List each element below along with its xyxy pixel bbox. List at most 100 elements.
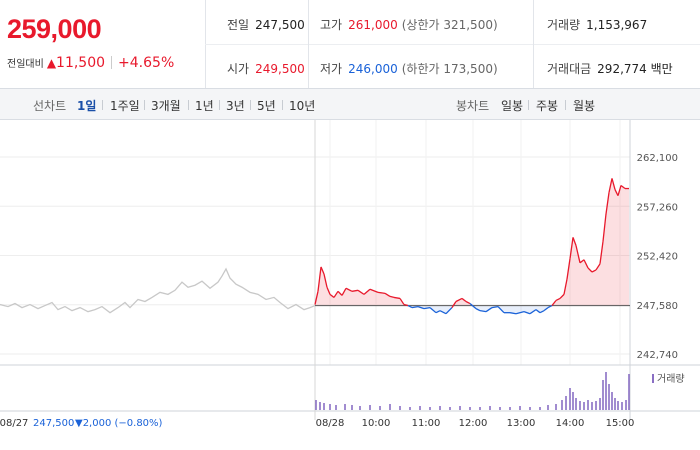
volume-bar bbox=[335, 405, 337, 410]
volume-panel: 거래량 bbox=[315, 372, 685, 410]
series-today-segment bbox=[363, 288, 371, 295]
tab-1day[interactable]: 1일 bbox=[77, 99, 97, 113]
series-today-segment bbox=[479, 310, 487, 313]
series-today-segment bbox=[345, 287, 353, 292]
divider bbox=[250, 100, 251, 110]
series-today-segment bbox=[547, 304, 553, 309]
change-amount: 11,500 bbox=[56, 55, 106, 71]
tab-5year[interactable]: 5년 bbox=[257, 99, 276, 113]
volume-bar bbox=[409, 407, 411, 410]
tab-daily-candle[interactable]: 일봉 bbox=[501, 99, 524, 113]
tab-10year[interactable]: 10년 bbox=[289, 99, 316, 113]
volume-bar bbox=[587, 400, 589, 410]
series-today-segment bbox=[451, 301, 457, 308]
series-today-segment bbox=[469, 303, 477, 310]
series-today-segment bbox=[515, 311, 525, 315]
series-today-segment bbox=[611, 178, 616, 190]
series-today-segment bbox=[614, 189, 619, 196]
stats-panel: 전일 247,500 고가 261,000 (상한가 321,500) 거래량 1,15… bbox=[205, 0, 700, 88]
series-today-segment bbox=[605, 192, 610, 215]
tab-3year[interactable]: 3년 bbox=[226, 99, 245, 113]
series-today-segment bbox=[320, 266, 325, 275]
chart-grid bbox=[0, 120, 700, 420]
upper-limit: (상한가 321,500) bbox=[401, 18, 498, 32]
volume-bar bbox=[569, 388, 571, 410]
x-tick-label: 14:00 bbox=[556, 418, 585, 429]
series-today-segment bbox=[317, 266, 322, 292]
volume-bar bbox=[555, 404, 557, 410]
volume-bar bbox=[595, 401, 597, 410]
volume-bar bbox=[572, 392, 574, 410]
series-today-segment bbox=[326, 286, 331, 295]
series-today-segment bbox=[535, 309, 541, 314]
series-today-segment bbox=[329, 293, 335, 298]
series-today-segment bbox=[551, 300, 557, 306]
divider bbox=[144, 100, 145, 110]
series-today-segment bbox=[569, 237, 574, 259]
volume-bar bbox=[602, 380, 604, 410]
tab-monthly-candle[interactable]: 월봉 bbox=[573, 99, 596, 113]
x-tick-label: 08/28 bbox=[316, 418, 345, 429]
series-today-segment bbox=[575, 245, 581, 263]
series-today-segment bbox=[439, 310, 447, 315]
series-today-segment bbox=[599, 241, 604, 264]
divider bbox=[308, 0, 309, 88]
stat-label: 전일 bbox=[227, 18, 250, 32]
change-label: 전일대비 bbox=[7, 59, 44, 70]
chart-lines bbox=[0, 178, 630, 315]
divider bbox=[533, 0, 534, 88]
volume-bar bbox=[617, 401, 619, 410]
y-axis: 262,100 257,260 252,420 247,580 242,740 bbox=[637, 153, 678, 361]
line-chart-label: 선차트 bbox=[33, 99, 67, 113]
y-tick-label: 252,420 bbox=[637, 252, 678, 263]
series-today-segment bbox=[465, 300, 471, 305]
series-today-segment bbox=[455, 297, 463, 303]
volume-bar bbox=[539, 407, 541, 410]
volume-legend-label: 거래량 bbox=[657, 373, 685, 385]
series-today-segment bbox=[620, 184, 626, 190]
series-today-segment bbox=[429, 307, 437, 314]
series-today-segment bbox=[393, 296, 401, 300]
y-tick-label: 262,100 bbox=[637, 153, 678, 164]
series-today-segment bbox=[583, 259, 589, 269]
candle-chart-label: 봉차트 bbox=[456, 99, 490, 113]
series-today-segment bbox=[617, 185, 622, 196]
volume-bar bbox=[529, 407, 531, 410]
price-panel: 259,000 전일대비 ▲11,500 +4.65% bbox=[0, 0, 206, 88]
divider bbox=[219, 100, 220, 110]
stat-low: 저가 246,000 (하한가 173,500) bbox=[320, 60, 498, 77]
series-today-segment bbox=[475, 308, 481, 312]
volume-bar bbox=[429, 407, 431, 410]
series-today-segment bbox=[389, 295, 395, 299]
divider bbox=[102, 100, 103, 110]
stat-open: 시가 249,500 bbox=[227, 60, 305, 77]
series-today-segment bbox=[566, 258, 571, 280]
volume-bar bbox=[319, 402, 321, 410]
series-today-segment bbox=[411, 305, 419, 309]
tab-3month[interactable]: 3개월 bbox=[151, 99, 181, 113]
series-today-segment bbox=[445, 307, 453, 315]
volume-bar bbox=[359, 406, 361, 410]
tab-1year[interactable]: 1년 bbox=[195, 99, 214, 113]
current-price: 259,000 bbox=[7, 14, 102, 44]
series-today-segment bbox=[523, 311, 531, 315]
series-today-segment bbox=[369, 288, 379, 293]
x-tick-label: 15:00 bbox=[606, 418, 635, 429]
change-percent: +4.65% bbox=[118, 55, 175, 71]
stat-value: 292,774 백만 bbox=[597, 62, 673, 76]
price-change: 전일대비 ▲11,500 +4.65% bbox=[7, 55, 174, 71]
volume-bar bbox=[561, 400, 563, 410]
series-today-segment bbox=[509, 312, 517, 315]
tab-weekly-candle[interactable]: 주봉 bbox=[536, 99, 559, 113]
series-today-segment bbox=[579, 259, 585, 264]
volume-bar bbox=[479, 407, 481, 410]
volume-bar bbox=[625, 400, 627, 410]
volume-bar bbox=[369, 405, 371, 410]
divider bbox=[528, 100, 529, 110]
volume-bar bbox=[605, 372, 607, 410]
volume-bar bbox=[344, 404, 346, 410]
series-today-segment bbox=[497, 306, 505, 314]
volume-bar bbox=[575, 398, 577, 410]
tab-1week[interactable]: 1주일 bbox=[110, 99, 140, 113]
